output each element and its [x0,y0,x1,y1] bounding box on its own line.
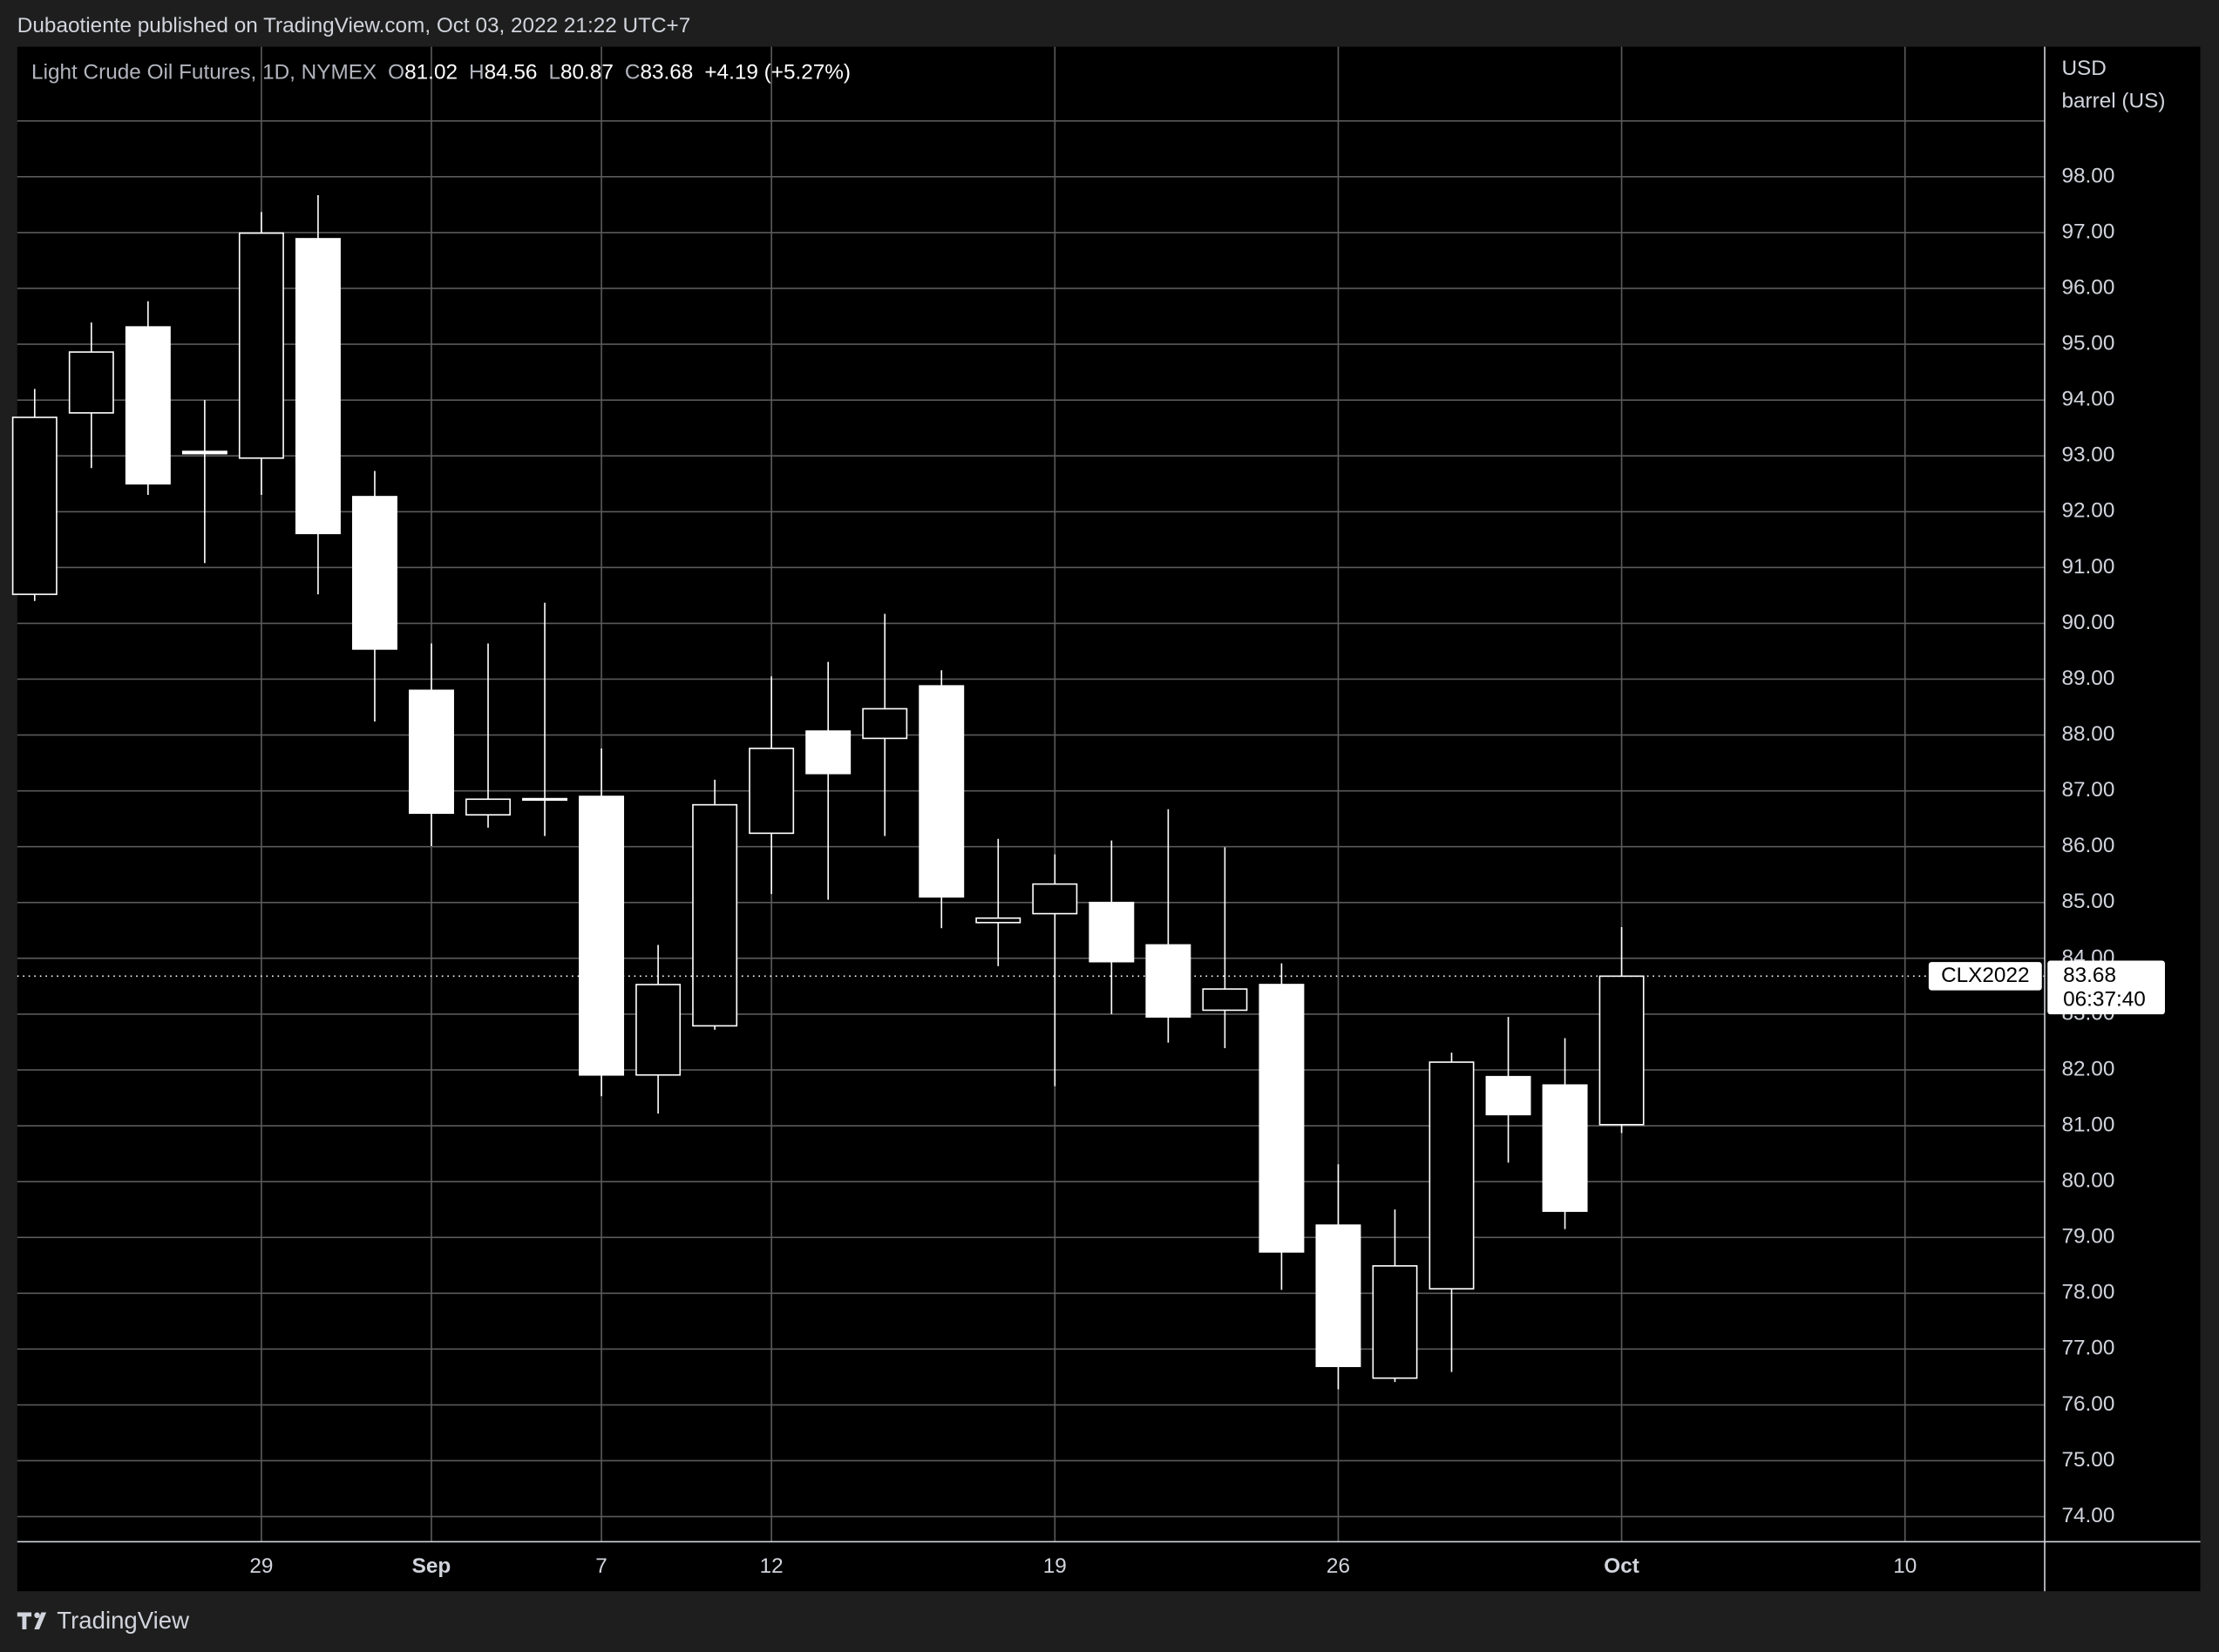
legend-value: 84.56 [485,61,538,85]
x-tick-label: 7 [595,1554,607,1578]
legend-value: 81.02 [404,61,458,85]
unit-label: barrel (US) [2061,89,2165,112]
candle-body [1202,988,1248,1012]
y-tick-label: 90.00 [2061,611,2114,634]
y-tick-label: 79.00 [2061,1225,2114,1249]
x-tick-label: 12 [760,1554,784,1578]
brand-name: TradingView [57,1607,189,1634]
x-tick-label: 26 [1327,1554,1350,1578]
candle-body [238,232,284,459]
candle-body [579,796,625,1076]
y-tick-label: 75.00 [2061,1448,2114,1472]
y-tick-label: 74.00 [2061,1504,2114,1527]
symbol-label: CLX2022 [1941,964,2029,987]
x-tick-label: 19 [1043,1554,1067,1578]
last-price-label: 83.68 [2063,964,2116,987]
candle-body [1259,984,1305,1253]
brand-logo [17,1612,47,1630]
publish-info: Dubaotiente published on TradingView.com… [17,14,690,37]
candle-body [409,689,454,815]
candle-body [1145,944,1191,1018]
legend-label: C [625,61,641,85]
candle-body [1598,975,1645,1126]
candle-body [351,496,397,650]
legend-label: H [469,61,485,85]
legend-label: O [388,61,404,85]
candle-body [68,351,114,414]
y-tick-label: 77.00 [2061,1337,2114,1360]
x-tick-label: 29 [249,1554,273,1578]
candle-body [11,416,58,595]
unit-box [2046,51,2199,131]
legend-value: 83.68 [640,61,693,85]
symbol-name: Light Crude Oil Futures, 1D, NYMEX [31,61,377,85]
x-tick-label: Oct [1604,1554,1639,1578]
candle-body [181,450,227,455]
y-tick-label: 98.00 [2061,164,2114,187]
plot: 74.00 75.00 76.00 77.00 78.00 79.00 80.00 81.00… [11,46,2114,1578]
candle-body [919,685,965,898]
candle-body [1032,883,1078,915]
candle-body [862,708,908,740]
chart-panel [17,46,2201,1592]
brand: TradingView [17,1607,189,1634]
legend: Light Crude Oil Futures, 1D, NYMEX O81.02… [31,61,851,85]
candle-body [1542,1084,1588,1212]
countdown-label: 06:37:40 [2063,987,2146,1011]
y-tick-label: 82.00 [2061,1057,2114,1080]
y-tick-label: 96.00 [2061,275,2114,299]
candle-body [805,730,852,775]
candle-body [1485,1075,1531,1116]
candle-body [1315,1224,1361,1368]
y-tick-label: 80.00 [2061,1169,2114,1193]
unit-label: USD [2061,57,2106,80]
y-tick-label: 81.00 [2061,1113,2114,1136]
candle-body [465,798,511,816]
symbol-box [1928,962,2042,991]
y-tick-label: 93.00 [2061,443,2114,467]
brand-logo-dot [34,1612,40,1619]
x-tick-label: Sep [412,1554,451,1578]
candle-body [1089,901,1135,963]
y-tick-label: 91.00 [2061,555,2114,579]
y-tick-label: 92.00 [2061,499,2114,523]
y-tick-label: 76.00 [2061,1392,2114,1416]
y-tick-label: 89.00 [2061,667,2114,690]
candle-body [975,917,1021,924]
legend-label: L [548,61,560,85]
candle-body [295,238,341,535]
legend-value: 80.87 [560,61,614,85]
y-tick-label: 85.00 [2061,890,2114,913]
legend-change: +4.19 (+5.27%) [704,61,851,85]
candle-body [692,803,738,1027]
price-box [2047,960,2165,1015]
y-tick-label: 94.00 [2061,388,2114,411]
y-tick-label: 78.00 [2061,1281,2114,1304]
candle-body [749,748,795,835]
candle-body [1372,1265,1418,1379]
candle-body [635,984,682,1076]
candle-body [125,326,171,485]
y-tick-label: 86.00 [2061,834,2114,857]
y-tick-label: 95.00 [2061,331,2114,355]
candle-body [1428,1061,1475,1290]
y-tick-label: 88.00 [2061,722,2114,746]
candle-body [522,797,568,802]
x-tick-label: 10 [1893,1554,1917,1578]
y-tick-label: 97.00 [2061,220,2114,243]
y-tick-label: 87.00 [2061,778,2114,802]
